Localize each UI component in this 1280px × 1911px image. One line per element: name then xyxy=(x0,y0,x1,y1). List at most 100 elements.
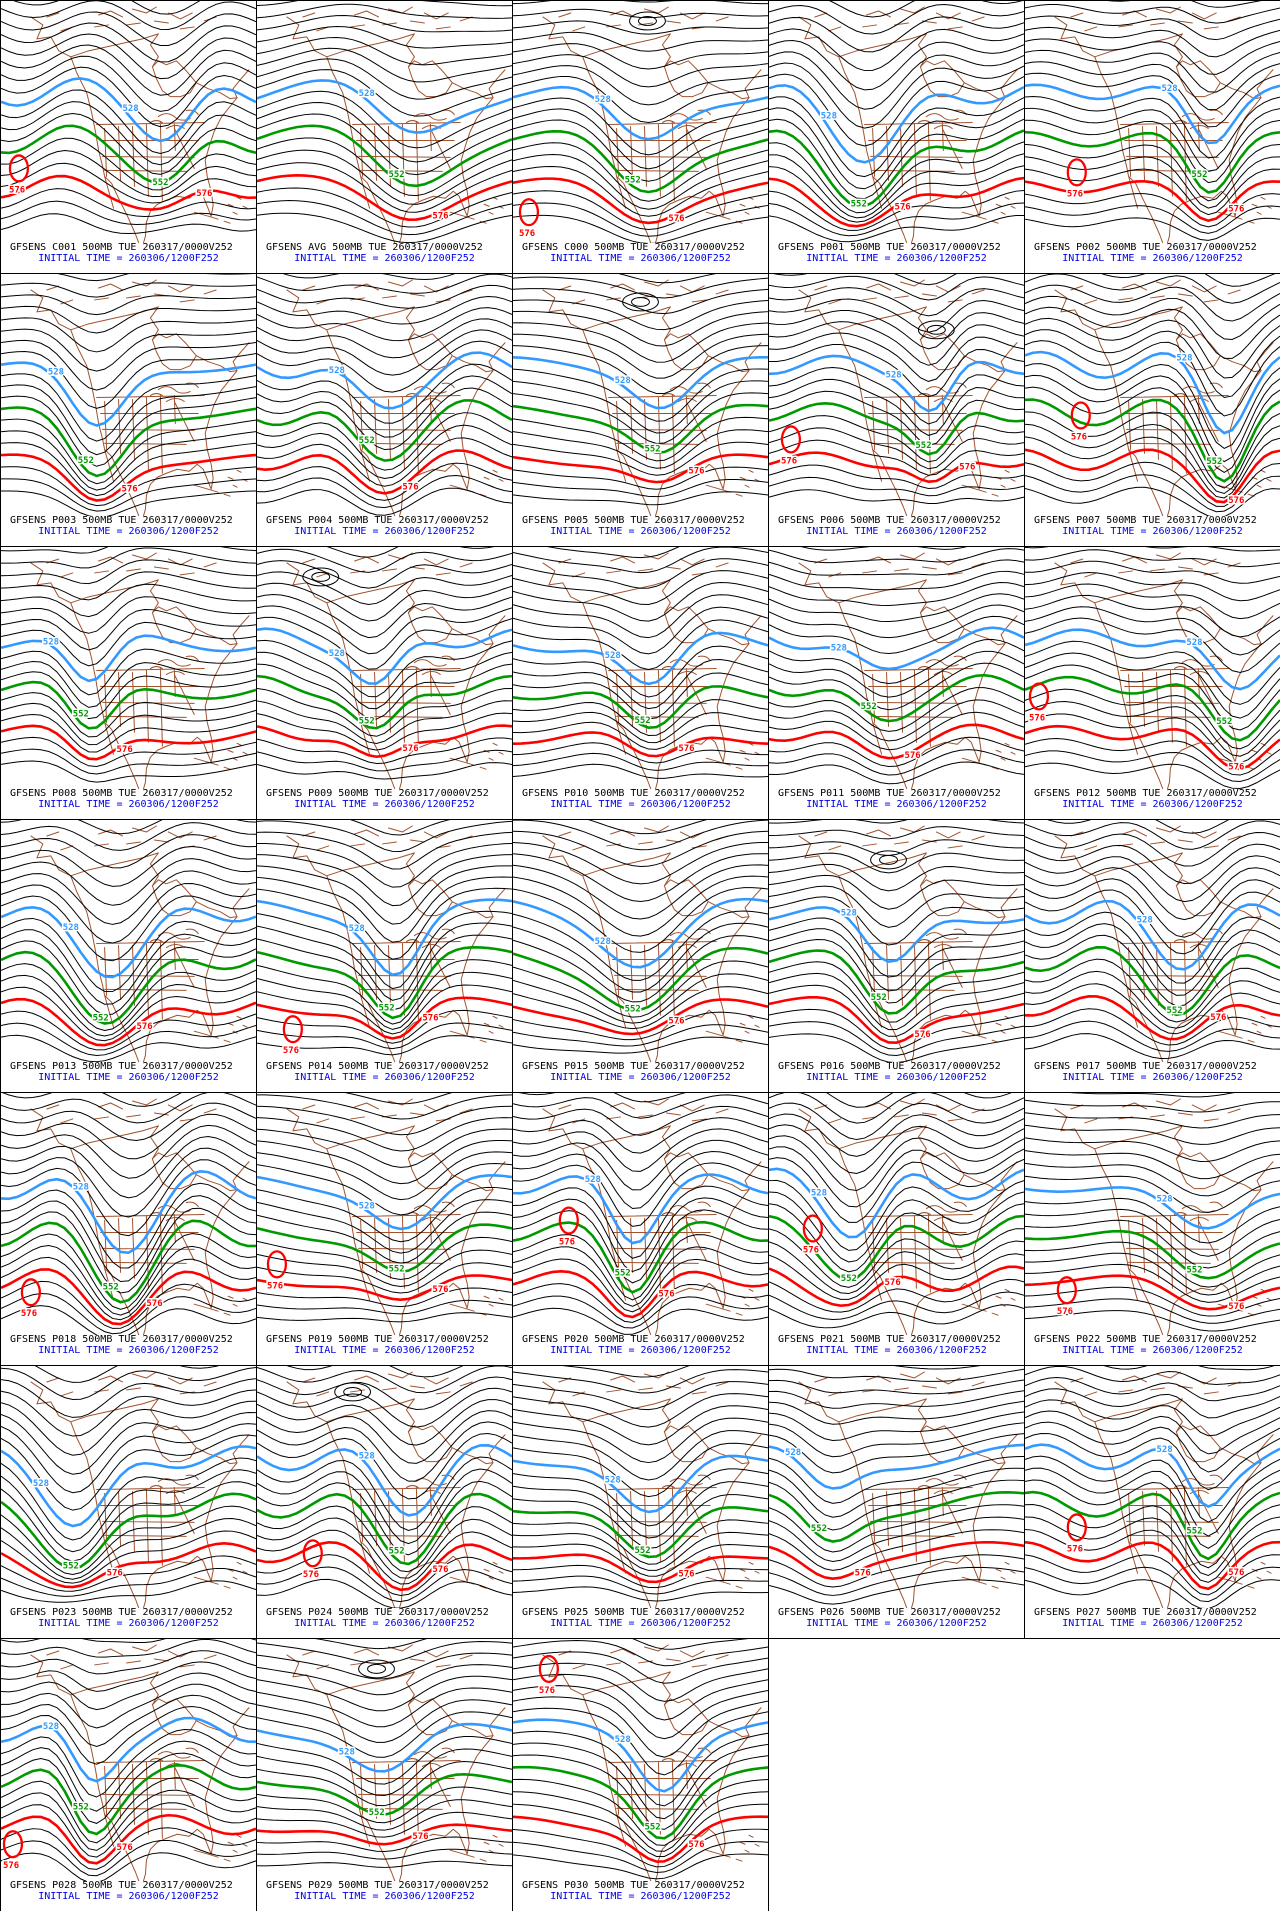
contour-line xyxy=(513,581,768,622)
contour-line xyxy=(513,1417,768,1464)
contour-line xyxy=(513,875,768,937)
contour-line xyxy=(1025,295,1280,340)
contour-line xyxy=(1,1505,256,1576)
contour-line xyxy=(1025,217,1280,241)
contour-line xyxy=(257,14,512,33)
contour-line xyxy=(769,28,1024,72)
contour-line xyxy=(513,594,768,639)
panel-title: GFSENS P011 500MB TUE 260317/0000V252 xyxy=(778,788,1001,799)
panel-title: GFSENS P012 500MB TUE 260317/0000V252 xyxy=(1034,788,1257,799)
panel-initial-time: INITIAL TIME = 260306/1200F252 xyxy=(1062,1618,1243,1629)
closed-high-label: 576 xyxy=(559,1237,575,1247)
height-contours xyxy=(769,1366,1024,1605)
contour-line xyxy=(513,547,768,574)
contour-label-552: 552 xyxy=(73,1803,89,1813)
thick-contour-552 xyxy=(769,949,1024,1015)
contour-line xyxy=(257,1529,512,1585)
forecast-panel-p008: 528 552 576 GFSENS P008 500MB TUE 260317/0… xyxy=(0,546,257,820)
contour-line xyxy=(769,874,1024,910)
coastlines-and-borders xyxy=(542,1371,762,1616)
contour-line xyxy=(1025,340,1280,417)
closed-high-576: 576 xyxy=(1055,1276,1077,1319)
thick-contour-552 xyxy=(257,946,512,1020)
contour-map: 528 552 576 xyxy=(257,1639,512,1889)
contour-line xyxy=(618,274,717,284)
contour-line xyxy=(1,1367,256,1401)
contour-line xyxy=(1,940,256,1016)
contour-label-576: 576 xyxy=(117,1843,133,1853)
thick-contour-528 xyxy=(1,1716,256,1783)
closed-low xyxy=(870,850,907,870)
contour-line xyxy=(2,1093,182,1107)
contour-line xyxy=(513,1307,768,1335)
closed-high-label: 576 xyxy=(21,1309,37,1319)
contour-label-552: 552 xyxy=(851,200,867,210)
contour-line xyxy=(257,487,512,516)
closed-high-label: 576 xyxy=(303,1570,319,1580)
contour-line xyxy=(257,831,512,870)
thick-contour-576 xyxy=(257,449,512,495)
contour-label-528: 528 xyxy=(595,95,611,105)
thick-contour-576 xyxy=(513,453,768,484)
panel-initial-time: INITIAL TIME = 260306/1200F252 xyxy=(1062,1072,1243,1083)
contour-line xyxy=(257,1128,512,1168)
contour-line xyxy=(1,1752,256,1824)
contour-line xyxy=(513,142,768,202)
contour-line xyxy=(257,1387,512,1428)
contour-line xyxy=(257,1262,512,1294)
thick-contour-576 xyxy=(513,1553,768,1584)
thick-contour-552 xyxy=(769,402,1024,456)
contour-line xyxy=(513,416,768,462)
contour-label-528: 528 xyxy=(605,651,621,661)
contour-line xyxy=(1,1639,256,1644)
coastlines-and-borders xyxy=(30,552,250,797)
thick-contour-576 xyxy=(257,996,512,1040)
thick-contour-576 xyxy=(769,1265,1024,1308)
contour-line xyxy=(1,305,256,334)
closed-low xyxy=(334,1382,372,1402)
thick-contour-576 xyxy=(513,998,768,1036)
thick-contour-552 xyxy=(1,406,256,478)
contour-label-552: 552 xyxy=(1216,717,1232,727)
contour-line xyxy=(1,282,256,298)
thick-contour-552 xyxy=(769,673,1024,723)
contour-label-528: 528 xyxy=(595,937,611,947)
contour-label-576: 576 xyxy=(959,463,975,473)
contour-line xyxy=(1025,284,1280,322)
thick-contour-528 xyxy=(513,1173,768,1245)
contour-line xyxy=(1025,1376,1280,1402)
contour-line xyxy=(1,1789,256,1851)
contour-line xyxy=(513,752,768,771)
thick-contour-528 xyxy=(769,626,1024,671)
contour-line xyxy=(769,736,1024,767)
contour-line xyxy=(1025,1554,1280,1596)
contour-label-576: 576 xyxy=(136,1022,152,1032)
contour-label-576: 576 xyxy=(412,1832,428,1842)
contour-line xyxy=(769,1179,1024,1251)
contour-label-528: 528 xyxy=(349,924,365,934)
contour-line xyxy=(257,1578,512,1609)
contour-line xyxy=(769,896,1024,946)
contour-line xyxy=(513,1369,768,1394)
contour-line xyxy=(1025,958,1280,1023)
contour-line xyxy=(1,760,256,783)
contour-line xyxy=(1,1481,256,1562)
contour-line xyxy=(257,887,512,960)
contour-label-576: 576 xyxy=(855,1568,871,1578)
closed-high-label: 576 xyxy=(1029,713,1045,723)
contour-line xyxy=(769,749,1024,776)
forecast-panel-p012: 528 552 576 576 GFSENS P012 500MB TUE 26031… xyxy=(1024,546,1280,820)
contour-line xyxy=(513,1468,768,1527)
contour-line xyxy=(513,1393,768,1428)
contour-line xyxy=(1,974,256,1037)
contour-label-552: 552 xyxy=(388,170,404,180)
contour-line xyxy=(1,66,256,128)
contour-label-552: 552 xyxy=(73,709,89,719)
contour-line xyxy=(513,108,768,170)
contour-line xyxy=(257,187,512,228)
contour-line xyxy=(1,986,256,1042)
contour-label-528: 528 xyxy=(43,638,59,648)
contour-label-576: 576 xyxy=(117,745,133,755)
thick-contour-552 xyxy=(1025,675,1280,742)
closed-high-576: 576 xyxy=(537,1654,559,1697)
